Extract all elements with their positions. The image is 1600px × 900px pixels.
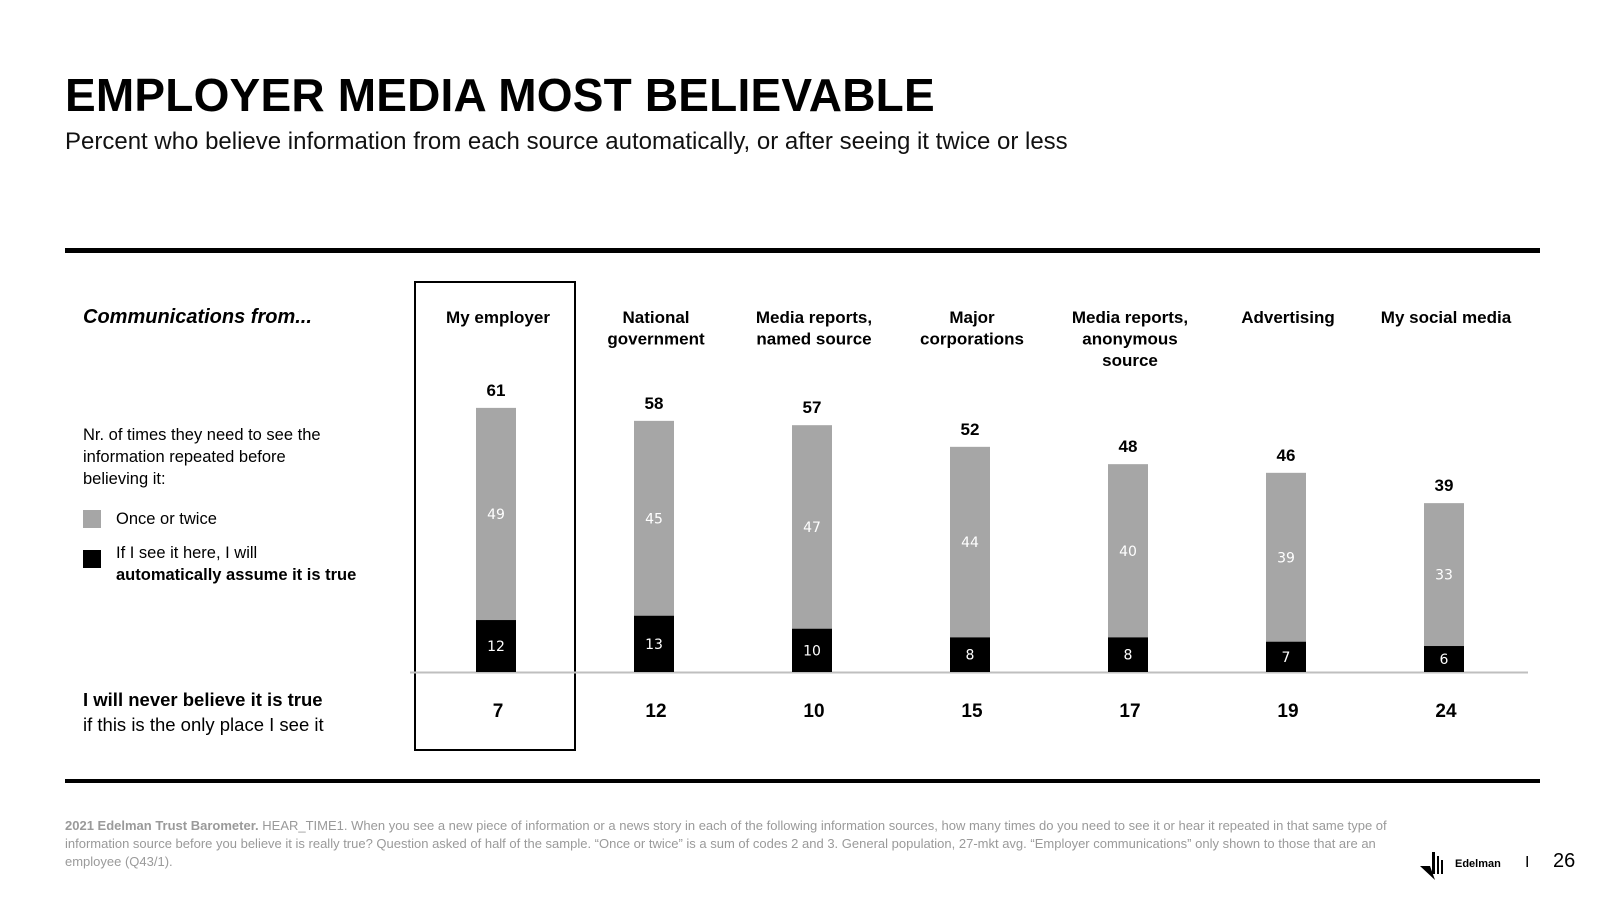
bar-auto-value-label: 8	[966, 648, 975, 664]
never-believe-value: 12	[645, 701, 666, 722]
bar-once-value-label: 40	[1119, 544, 1137, 560]
bar-auto-value-label: 8	[1124, 648, 1133, 664]
bar-automatic	[1266, 641, 1306, 672]
category-label: National	[622, 308, 689, 327]
bar-once-value-label: 45	[645, 511, 663, 527]
category-label: corporations	[920, 330, 1024, 349]
legend-auto-line2: automatically assume it is true	[116, 566, 357, 584]
bar-once-or-twice	[950, 446, 990, 638]
legend-auto-label: If I see it here, I will automatically a…	[116, 542, 356, 586]
bar-total-label: 57	[803, 398, 822, 417]
never-believe-value: 17	[1119, 701, 1140, 722]
page-title: EMPLOYER MEDIA MOST BELIEVABLE	[65, 69, 935, 121]
bar-auto-value-label: 10	[803, 643, 821, 659]
bar-total-label: 61	[487, 381, 506, 400]
bar-total-label: 52	[961, 420, 980, 439]
footnote-text: HEAR_TIME1. When you see a new piece of …	[65, 818, 1387, 869]
category-label: My employer	[446, 308, 550, 327]
never-believe-line1: I will never believe it is true	[83, 689, 323, 710]
never-believe-value: 7	[493, 701, 504, 722]
category-label: source	[1102, 351, 1158, 370]
page-subtitle: Percent who believe information from eac…	[65, 128, 1068, 155]
legend-auto-line1: If I see it here, I will	[116, 544, 258, 562]
category-label: government	[607, 330, 705, 349]
bar-once-or-twice	[634, 420, 674, 616]
bar-auto-value-label: 12	[487, 639, 505, 655]
bar-once-value-label: 44	[961, 535, 979, 551]
edelman-logo-icon	[1420, 852, 1443, 880]
bar-once-value-label: 47	[803, 520, 821, 536]
bar-once-value-label: 49	[487, 507, 505, 523]
bar-automatic	[634, 615, 674, 672]
bar-total-label: 46	[1277, 446, 1296, 465]
my-employer-highlight-box	[414, 281, 576, 751]
legend-once-swatch	[83, 510, 101, 528]
bar-total-label: 48	[1119, 437, 1138, 456]
footnote-source: 2021 Edelman Trust Barometer.	[65, 818, 259, 833]
footnote: 2021 Edelman Trust Barometer. HEAR_TIME1…	[65, 817, 1390, 871]
page-number: 26	[1553, 850, 1576, 872]
bar-once-or-twice	[792, 425, 832, 629]
bar-once-or-twice	[1108, 464, 1148, 638]
top-rule	[65, 248, 1540, 253]
never-believe-value: 19	[1277, 701, 1298, 722]
bar-automatic	[1424, 646, 1464, 672]
category-label: named source	[756, 330, 871, 349]
bar-automatic	[476, 620, 516, 672]
bar-auto-value-label: 7	[1282, 650, 1291, 666]
never-believe-label: I will never believe it is true if this …	[83, 687, 324, 737]
bar-once-or-twice	[1266, 472, 1306, 642]
bar-once-value-label: 39	[1277, 550, 1295, 566]
bar-total-label: 39	[1435, 476, 1454, 495]
bar-once-value-label: 33	[1435, 568, 1453, 584]
bar-auto-value-label: 13	[645, 637, 663, 653]
bar-automatic	[950, 637, 990, 672]
bar-automatic	[792, 628, 832, 672]
brand-name: Edelman	[1455, 858, 1501, 870]
category-label: anonymous	[1082, 330, 1177, 349]
bar-once-or-twice	[1424, 503, 1464, 647]
category-label: Advertising	[1241, 308, 1335, 327]
category-label: Major	[949, 308, 995, 327]
bar-total-label: 58	[645, 394, 664, 413]
legend-once-label: Once or twice	[116, 510, 217, 528]
never-believe-value: 10	[803, 701, 824, 722]
never-believe-line2: if this is the only place I see it	[83, 714, 324, 735]
communications-from-label: Communications from...	[83, 306, 312, 328]
repeat-count-label: Nr. of times they need to see the inform…	[83, 426, 321, 488]
category-label: Media reports,	[756, 308, 872, 327]
legend-auto-swatch	[83, 550, 101, 568]
bottom-rule	[65, 779, 1540, 783]
never-believe-value: 24	[1435, 701, 1457, 722]
category-label: My social media	[1381, 308, 1512, 327]
bar-automatic	[1108, 637, 1148, 672]
category-label: Media reports,	[1072, 308, 1188, 327]
page-separator: I	[1525, 854, 1530, 871]
bar-once-or-twice	[476, 407, 516, 621]
bar-auto-value-label: 6	[1440, 652, 1449, 668]
never-believe-value: 15	[961, 701, 983, 722]
